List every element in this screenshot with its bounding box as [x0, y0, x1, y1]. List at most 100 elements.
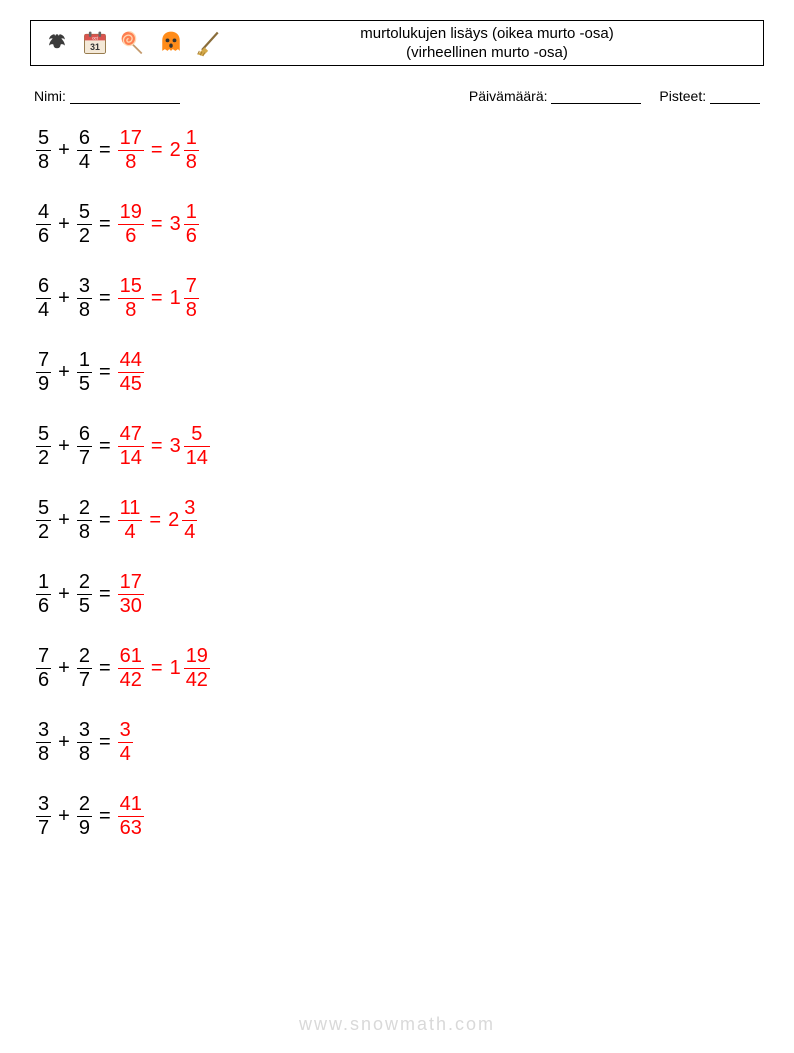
problem-row: 52+67=4714=3514: [36, 424, 764, 468]
fraction: 38: [77, 276, 92, 321]
equals-sign: =: [99, 213, 111, 236]
equals-sign: =: [99, 287, 111, 310]
plus-operator: +: [58, 435, 70, 458]
problem-row: 46 +52 = 196 = 316: [36, 202, 764, 246]
equals-sign: =: [99, 657, 111, 680]
fraction: 4445: [118, 350, 144, 395]
plus-operator: +: [58, 805, 70, 828]
lollipop-icon: [119, 29, 147, 57]
fraction: 25: [77, 572, 92, 617]
mixed-whole: 1: [170, 287, 181, 310]
equals-sign: =: [99, 805, 111, 828]
problem-list: 58+64=178=21846+52=196=31664+38=158=1787…: [30, 128, 764, 838]
name-blank: [70, 89, 180, 104]
plus-operator: +: [58, 213, 70, 236]
equals-sign: =: [151, 287, 163, 310]
watermark: www.snowmath.com: [0, 1014, 794, 1035]
problem-row: 38 +38 = 34: [36, 720, 764, 764]
worksheet-title: murtolukujen lisäys (oikea murto -osa) (…: [223, 24, 751, 63]
answer: 196 = 316: [118, 202, 199, 247]
fraction: 15: [77, 350, 92, 395]
mixed-whole: 2: [170, 139, 181, 162]
mixed-number: 3514: [170, 424, 210, 469]
mixed-number: 316: [170, 202, 199, 247]
plus-operator: +: [58, 583, 70, 606]
fraction: 38: [77, 720, 92, 765]
answer: 4445: [118, 350, 144, 395]
fraction: 514: [184, 424, 210, 469]
answer: 1730: [118, 572, 144, 617]
problem-row: 79 +15 = 4445: [36, 350, 764, 394]
fraction: 67: [77, 424, 92, 469]
plus-operator: +: [58, 361, 70, 384]
equals-sign: =: [99, 435, 111, 458]
plus-operator: +: [58, 139, 70, 162]
plus-operator: +: [58, 731, 70, 754]
fraction: 16: [36, 572, 51, 617]
worksheet-header: 31 oct murtoluku: [30, 20, 764, 66]
problem-row: 16 +25 = 1730: [36, 572, 764, 616]
score-label: Pisteet:: [659, 88, 706, 104]
fraction: 28: [77, 498, 92, 543]
fraction: 34: [182, 498, 197, 543]
ghost-icon: [157, 29, 185, 57]
fraction: 38: [36, 720, 51, 765]
fraction: 58: [36, 128, 51, 173]
mixed-whole: 3: [170, 435, 181, 458]
problem-row: 64+38=158=178: [36, 276, 764, 320]
fraction: 64: [77, 128, 92, 173]
fraction: 18: [184, 128, 199, 173]
fraction: 178: [118, 128, 144, 173]
fraction: 78: [184, 276, 199, 321]
date-blank: [551, 89, 641, 104]
fraction: 27: [77, 646, 92, 691]
fraction: 114: [118, 498, 143, 543]
problem-row: 76+27=6142=11942: [36, 646, 764, 690]
fraction: 29: [77, 794, 92, 839]
equals-sign: =: [99, 139, 111, 162]
equals-sign: =: [99, 731, 111, 754]
bat-icon: [43, 29, 71, 57]
answer: 114 = 234: [118, 498, 198, 543]
svg-text:oct: oct: [92, 36, 99, 41]
fraction: 4714: [118, 424, 144, 469]
fraction: 4163: [118, 794, 144, 839]
problem-row: 58 +64 = 178 = 218: [36, 128, 764, 172]
title-line-2: (virheellinen murto -osa): [223, 43, 751, 63]
equals-sign: =: [99, 361, 111, 384]
mixed-whole: 2: [168, 509, 179, 532]
answer: 4714 = 3514: [118, 424, 210, 469]
calendar-icon: 31 oct: [81, 29, 109, 57]
answer: 158=178: [118, 276, 199, 321]
fraction: 46: [36, 202, 51, 247]
name-label: Nimi:: [34, 88, 66, 104]
fraction: 196: [118, 202, 144, 247]
equals-sign: =: [151, 657, 163, 680]
fraction: 64: [36, 276, 51, 321]
fraction: 34: [118, 720, 133, 765]
problem-row: 52+28=114=234: [36, 498, 764, 542]
answer: 6142=11942: [118, 646, 210, 691]
fraction: 52: [77, 202, 92, 247]
mixed-number: 178: [170, 276, 199, 321]
equals-sign: =: [99, 583, 111, 606]
date-label: Päivämäärä:: [469, 88, 548, 104]
equals-sign: =: [149, 509, 161, 532]
answer: 4163: [118, 794, 144, 839]
answer: 34: [118, 720, 133, 765]
plus-operator: +: [58, 287, 70, 310]
fraction: 37: [36, 794, 51, 839]
equals-sign: =: [151, 213, 163, 236]
score-blank: [710, 89, 760, 104]
title-line-1: murtolukujen lisäys (oikea murto -osa): [223, 24, 751, 44]
equals-sign: =: [151, 139, 163, 162]
equals-sign: =: [151, 435, 163, 458]
mixed-number: 234: [168, 498, 197, 543]
mixed-whole: 1: [170, 657, 181, 680]
plus-operator: +: [58, 657, 70, 680]
broom-icon: [195, 29, 223, 57]
fraction: 79: [36, 350, 51, 395]
fraction: 76: [36, 646, 51, 691]
info-row: Nimi: Päivämäärä: Pisteet:: [30, 88, 764, 104]
svg-text:31: 31: [90, 42, 100, 52]
